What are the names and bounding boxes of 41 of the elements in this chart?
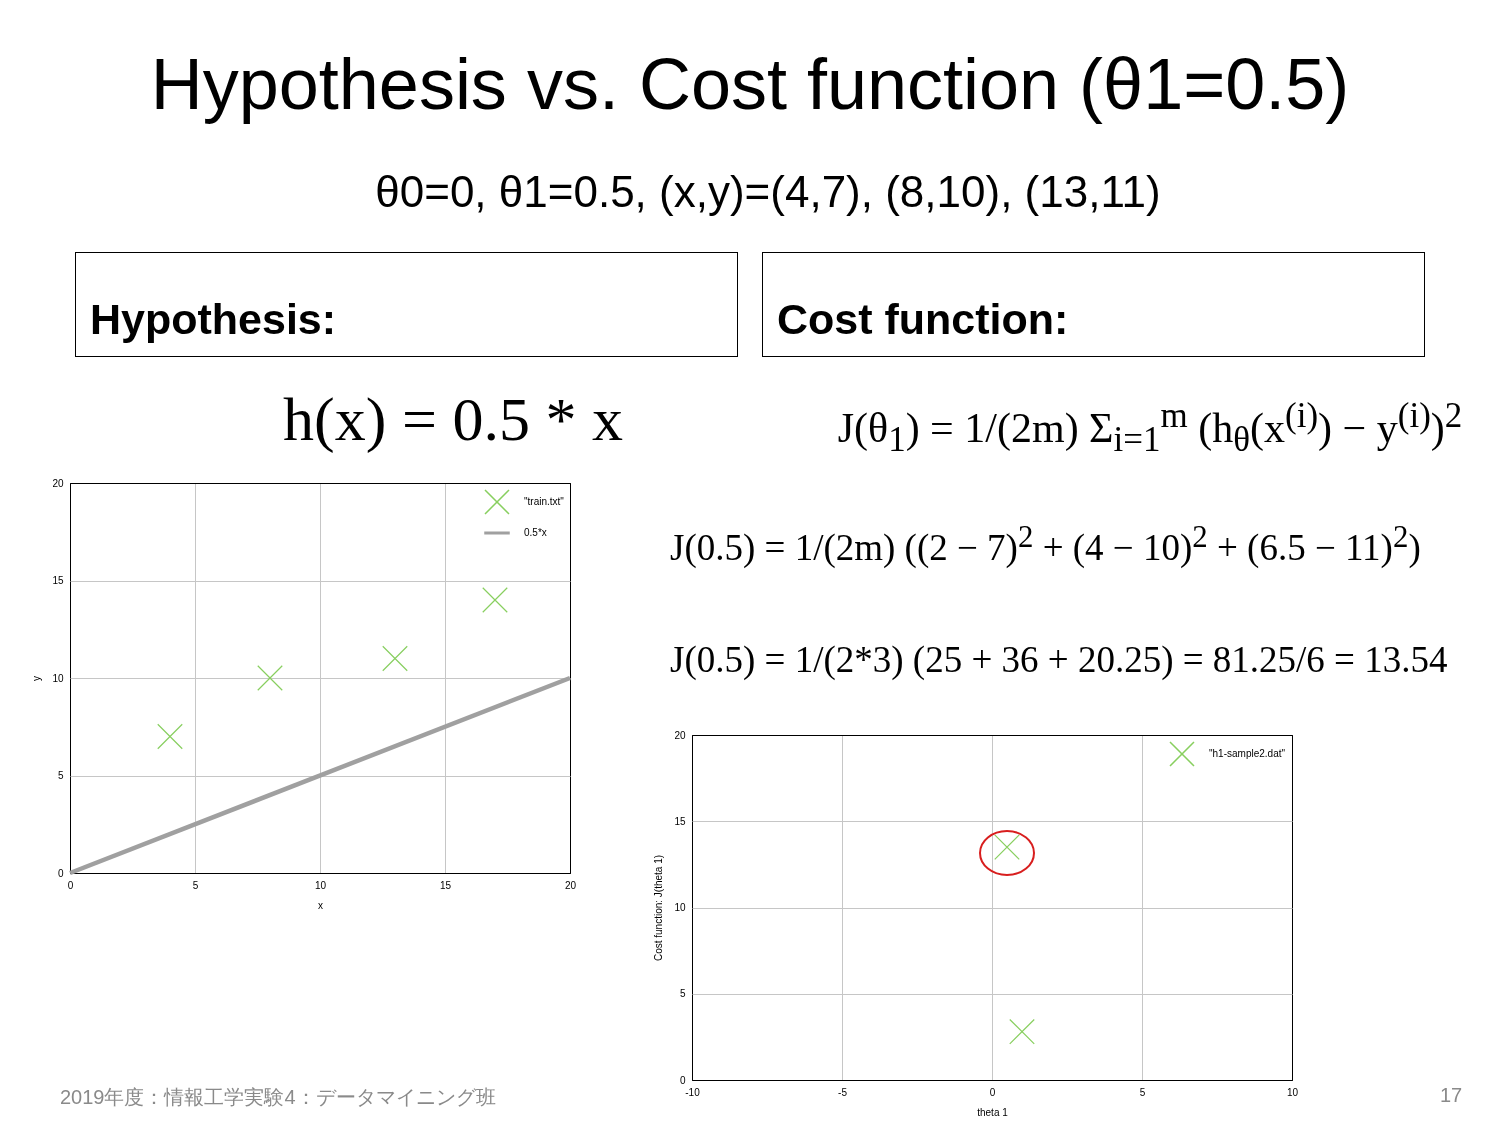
legend-label: 0.5*x	[524, 527, 547, 538]
y-tick-label: 20	[52, 477, 64, 489]
x-tick-label: 10	[1286, 1086, 1299, 1098]
x-axis-title: theta 1	[977, 1106, 1009, 1118]
y-tick-label: 0	[57, 867, 64, 879]
y-tick-label: 10	[52, 672, 64, 684]
x-tick-label: -5	[838, 1086, 848, 1098]
point	[382, 645, 408, 672]
chart-title: Cost function:	[777, 295, 1069, 345]
y-tick-label: 5	[679, 988, 686, 1000]
x-tick-label: 15	[439, 879, 452, 891]
y-tick-label: 5	[57, 770, 64, 781]
x-tick-label: 5	[192, 879, 199, 891]
legend-label: "h1-sample2.dat"	[1209, 748, 1286, 759]
y-axis-title: Cost function: J(theta 1)	[653, 854, 665, 962]
x-tick-label: -10	[685, 1086, 701, 1098]
text: J(0.5) = 1/(2*3) (25 + 36 + 20.25) = 81.25/6 = 13.54	[670, 638, 1448, 682]
text: Hypothesis vs. Cost function (θ1=0.5)	[150, 42, 1350, 126]
x-axis-title: x	[318, 899, 323, 911]
x-tick-label: 0	[989, 1086, 996, 1098]
text: 17	[1439, 1083, 1463, 1107]
point	[482, 587, 508, 613]
text: h(x) = 0.5 * x	[283, 384, 623, 456]
point	[157, 723, 183, 750]
y-axis-title: y	[31, 676, 43, 681]
y-tick-label: 20	[674, 729, 686, 741]
y-tick-label: 10	[674, 902, 686, 913]
point	[257, 665, 283, 691]
x-tick-label: 5	[1139, 1086, 1146, 1098]
text: θ0=0, θ1=0.5, (x,y)=(4,7), (8,10), (13,11)	[375, 166, 1161, 218]
x-tick-label: 10	[314, 879, 327, 891]
y-tick-label: 0	[679, 1074, 686, 1086]
text: 2019年度：情報工学実験4：データマイニング班	[60, 1085, 496, 1109]
y-tick-label: 15	[52, 575, 64, 586]
x-tick-label: 0	[67, 879, 74, 891]
y-tick-label: 15	[674, 815, 686, 827]
chart-title: Hypothesis:	[90, 295, 337, 345]
legend-label: "train.txt"	[524, 496, 565, 507]
text: J(θ$_{1}$) = 1/(2m) Σ$_{i=1}$$^{m}$ (h$_{θ}$(x$^{(i)}$) − y$^{(i)}$)$^{2}$	[837, 395, 1463, 460]
x-tick-label: 20	[564, 879, 577, 891]
text: J(0.5) = 1/(2m) ((2 − 7)$^{2}$ + (4 − 10)$^{2}$ + (6.5 − 11)$^{2}$)	[670, 520, 1421, 570]
